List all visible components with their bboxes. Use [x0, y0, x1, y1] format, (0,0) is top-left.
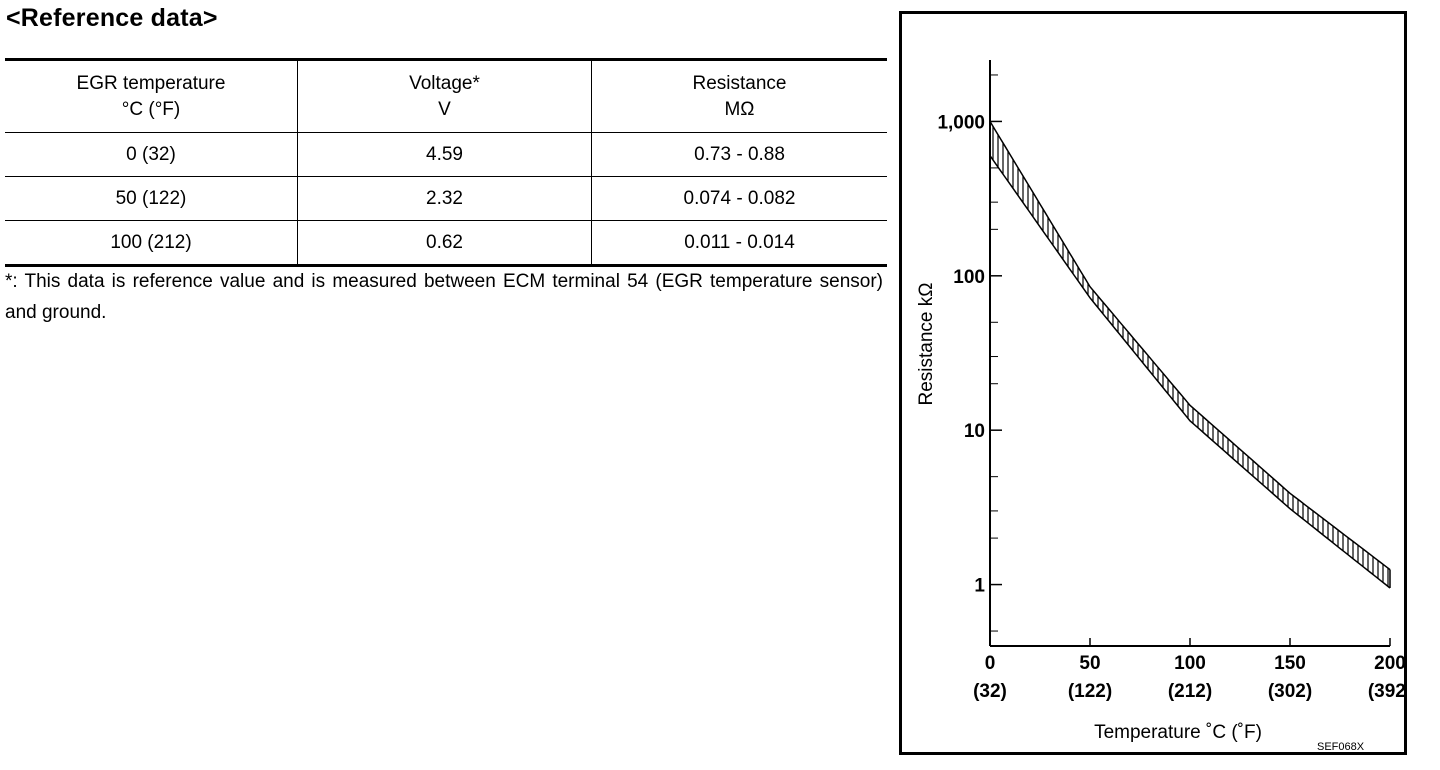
lower-limit-line — [989, 155, 1391, 589]
x-tick-label: 0 — [985, 653, 996, 674]
table-row: 100 (212) 0.62 0.011 - 0.014 — [5, 220, 887, 267]
table-row: 0 (32) 4.59 0.73 - 0.88 — [5, 132, 887, 177]
section-heading: <Reference data> — [6, 4, 218, 32]
header-unit: °C (°F) — [121, 98, 181, 120]
x-tick-sublabel: (392) — [1368, 681, 1404, 702]
x-tick-label: 50 — [1079, 653, 1100, 674]
x-tick-sublabel: (212) — [1168, 681, 1212, 702]
footnote: *: This data is reference value and is m… — [5, 271, 883, 323]
y-tick-label: 1,000 — [937, 112, 985, 133]
table-cell: 0 (32) — [5, 132, 298, 177]
x-tick-sublabel: (32) — [973, 681, 1007, 702]
table-row: 50 (122) 2.32 0.074 - 0.082 — [5, 176, 887, 221]
resistance-temperature-chart: 1 10 100 1,000 0 (32) 50 (122) 100 (212) 150 (302) 2… — [916, 60, 1404, 752]
x-tick-label: 100 — [1174, 653, 1206, 674]
column-header-temperature: EGR temperature °C (°F) — [5, 59, 298, 133]
x-tick-label: 150 — [1274, 653, 1306, 674]
header-label: Voltage* — [409, 72, 480, 94]
table-cell: 0.074 - 0.082 — [591, 176, 887, 221]
table-cell: 4.59 — [297, 132, 592, 177]
resistance-band — [990, 121, 1390, 589]
table-cell: 0.62 — [297, 220, 592, 267]
upper-limit-line — [989, 121, 1391, 571]
table-cell: 50 (122) — [5, 176, 298, 221]
header-unit: V — [438, 98, 451, 120]
table-cell: 100 (212) — [5, 220, 298, 267]
header-label: Resistance — [692, 72, 787, 94]
table-header-row: EGR temperature °C (°F) Voltage* V Resis… — [5, 59, 887, 133]
table-cell: 2.32 — [297, 176, 592, 221]
x-tick-label: 200 — [1374, 653, 1404, 674]
column-header-voltage: Voltage* V — [297, 59, 592, 133]
y-tick-label: 10 — [964, 421, 985, 442]
column-header-resistance: Resistance MΩ — [591, 59, 887, 133]
y-tick-label: 1 — [974, 576, 985, 597]
figure-code: SEF068X — [1317, 741, 1365, 752]
resistance-chart-frame: 1 10 100 1,000 0 (32) 50 (122) 100 (212) 150 (302) 2… — [899, 11, 1407, 755]
y-tick-label: 100 — [953, 267, 985, 288]
y-axis-title: Resistance kΩ — [916, 283, 937, 406]
reference-data-table: EGR temperature °C (°F) Voltage* V Resis… — [5, 58, 887, 267]
header-unit: MΩ — [724, 98, 755, 120]
table-cell: 0.73 - 0.88 — [591, 132, 887, 177]
table-cell: 0.011 - 0.014 — [591, 220, 887, 267]
x-tick-sublabel: (302) — [1268, 681, 1312, 702]
x-tick-sublabel: (122) — [1068, 681, 1112, 702]
x-axis-title: Temperature ˚C (˚F) — [1094, 722, 1262, 743]
header-label: EGR temperature — [76, 72, 226, 94]
